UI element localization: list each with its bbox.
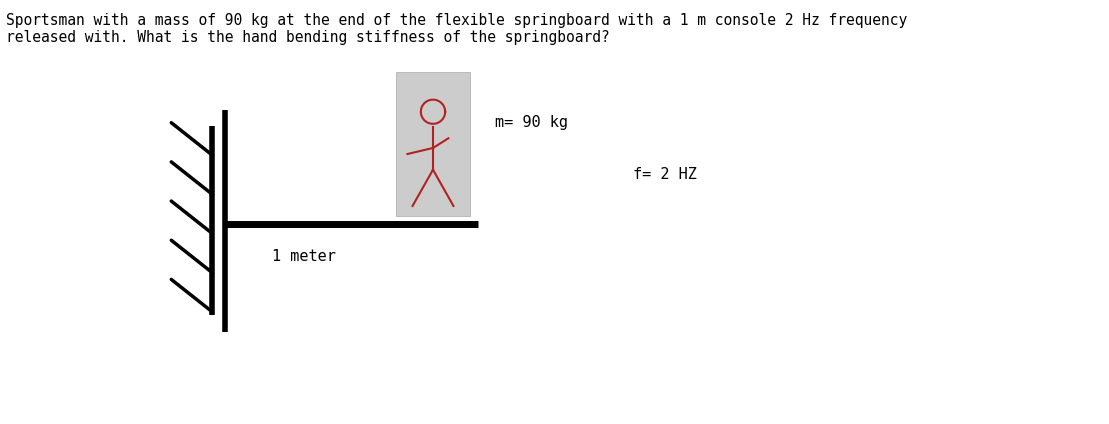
Text: f= 2 HZ: f= 2 HZ <box>633 167 696 182</box>
Text: m= 90 kg: m= 90 kg <box>496 115 568 130</box>
Text: 1 meter: 1 meter <box>272 249 336 264</box>
Bar <box>397 72 469 216</box>
Text: Sportsman with a mass of 90 kg at the end of the flexible springboard with a 1 m: Sportsman with a mass of 90 kg at the en… <box>6 13 907 45</box>
